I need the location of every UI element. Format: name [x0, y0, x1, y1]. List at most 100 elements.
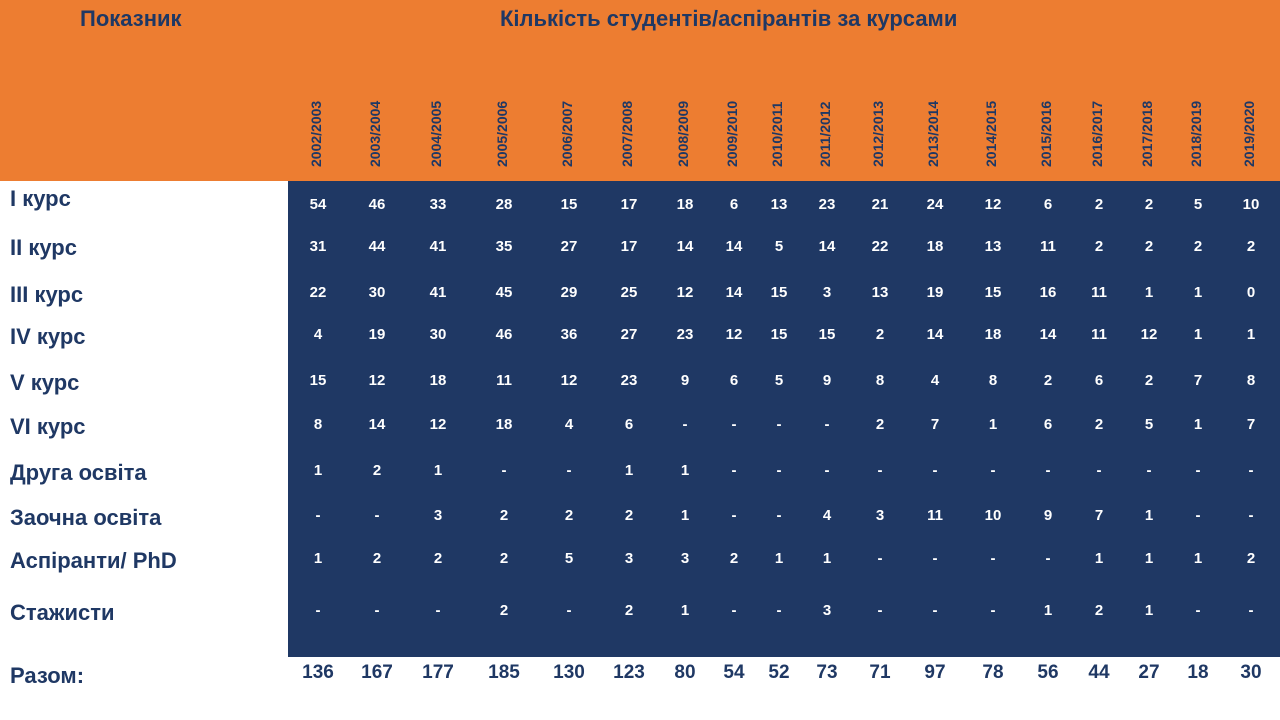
table-cell: 2 — [1094, 602, 1104, 619]
table-cell: - — [932, 462, 938, 479]
total-cell: 177 — [422, 662, 454, 683]
table-cell: - — [731, 507, 737, 524]
table-cell: 2 — [624, 507, 634, 524]
table-cell: 1 — [1094, 550, 1104, 567]
total-cell: 52 — [768, 662, 790, 683]
total-cell: 18 — [1187, 662, 1209, 683]
table-cell: - — [1195, 507, 1201, 524]
table-cell: 1 — [988, 416, 998, 433]
table-cell: 27 — [560, 238, 578, 255]
total-cell: 130 — [553, 662, 585, 683]
table-cell: 23 — [818, 196, 836, 213]
table-cell: 14 — [818, 238, 836, 255]
table-cell: 2 — [433, 550, 443, 567]
table-cell: 5 — [1193, 196, 1203, 213]
table-cell: 17 — [620, 196, 638, 213]
table-cell: 4 — [313, 326, 323, 343]
table-cell: 2 — [499, 550, 509, 567]
table-cell: 18 — [495, 416, 513, 433]
table-cell: - — [682, 416, 688, 433]
table-cell: 15 — [560, 196, 578, 213]
total-cell: 167 — [361, 662, 393, 683]
table-cell: 2 — [372, 462, 382, 479]
table-cell: - — [1195, 602, 1201, 619]
table-cell: 12 — [560, 372, 578, 389]
table-cell: - — [1248, 462, 1254, 479]
year-header-label: 2014/2015 — [983, 100, 999, 167]
row-label: V курс — [10, 370, 80, 395]
total-cell: 185 — [488, 662, 520, 683]
table-cell: 15 — [770, 284, 788, 301]
table-cell: 21 — [871, 196, 889, 213]
table-cell: 27 — [620, 326, 638, 343]
table-cell: 54 — [309, 196, 327, 213]
table-cell: 12 — [984, 196, 1002, 213]
total-cell: 54 — [723, 662, 745, 683]
table-cell: 4 — [930, 372, 940, 389]
row-label: VІ курс — [10, 414, 86, 439]
table-cell: 12 — [368, 372, 386, 389]
table-cell: 28 — [495, 196, 513, 213]
table-cell: 13 — [770, 196, 788, 213]
table-cell: 2 — [1246, 550, 1256, 567]
table-cell: 1 — [313, 550, 323, 567]
table-cell: 45 — [495, 284, 513, 301]
table-cell: 2 — [1193, 238, 1203, 255]
table-cell: 23 — [676, 326, 694, 343]
table-cell: 15 — [818, 326, 836, 343]
table-cell: 3 — [822, 602, 832, 619]
year-header-label: 2018/2019 — [1188, 100, 1204, 167]
year-header-label: 2006/2007 — [559, 100, 575, 167]
row-label: Друга освіта — [10, 460, 147, 485]
table-cell: - — [315, 507, 321, 524]
table-cell: 2 — [1144, 372, 1154, 389]
table-cell: 3 — [624, 550, 634, 567]
table-cell: 1 — [680, 507, 690, 524]
table-cell: 3 — [680, 550, 690, 567]
row-label: ІІІ курс — [10, 282, 84, 307]
table-cell: - — [990, 602, 996, 619]
table-cell: 19 — [926, 284, 944, 301]
table-cell: - — [1045, 462, 1051, 479]
table-cell: 1 — [624, 462, 634, 479]
table-cell: 6 — [729, 372, 739, 389]
year-header-label: 2007/2008 — [619, 100, 635, 167]
table-cell: 18 — [926, 238, 944, 255]
table-cell: 2 — [564, 507, 574, 524]
table-cell: 33 — [429, 196, 447, 213]
table-cell: 11 — [1091, 284, 1107, 301]
row-label: Аспіранти/ PhD — [10, 548, 177, 573]
totals-label: Разом: — [10, 663, 85, 688]
table-cell: 9 — [680, 372, 690, 389]
table-cell: 1 — [1193, 416, 1203, 433]
table-cell: 1 — [1193, 550, 1203, 567]
table-cell: 5 — [1144, 416, 1154, 433]
total-cell: 78 — [982, 662, 1004, 683]
table-cell: 14 — [676, 238, 694, 255]
table-cell: 2 — [624, 602, 634, 619]
table-cell: 18 — [984, 326, 1002, 343]
table-title: Кількість студентів/аспірантів за курсам… — [500, 6, 958, 31]
table-cell: 5 — [564, 550, 574, 567]
total-cell: 44 — [1088, 662, 1110, 683]
table-cell: 7 — [1246, 416, 1256, 433]
table-cell: - — [877, 602, 883, 619]
row-label: ІІ курс — [10, 235, 77, 260]
table-cell: 11 — [496, 372, 512, 389]
table-cell: 1 — [1144, 284, 1154, 301]
table-cell: 15 — [770, 326, 788, 343]
table-cell: 1 — [1144, 550, 1154, 567]
table-cell: - — [932, 602, 938, 619]
table-cell: 1 — [313, 462, 323, 479]
year-header-label: 2004/2005 — [428, 100, 444, 167]
table-cell: - — [877, 462, 883, 479]
table-cell: 2 — [1094, 416, 1104, 433]
data-area-background — [288, 181, 1280, 657]
table-cell: - — [1248, 602, 1254, 619]
table-cell: 2 — [1144, 196, 1154, 213]
table-cell: 6 — [624, 416, 634, 433]
table-cell: - — [990, 550, 996, 567]
table-cell: - — [824, 462, 830, 479]
table-cell: 36 — [560, 326, 578, 343]
